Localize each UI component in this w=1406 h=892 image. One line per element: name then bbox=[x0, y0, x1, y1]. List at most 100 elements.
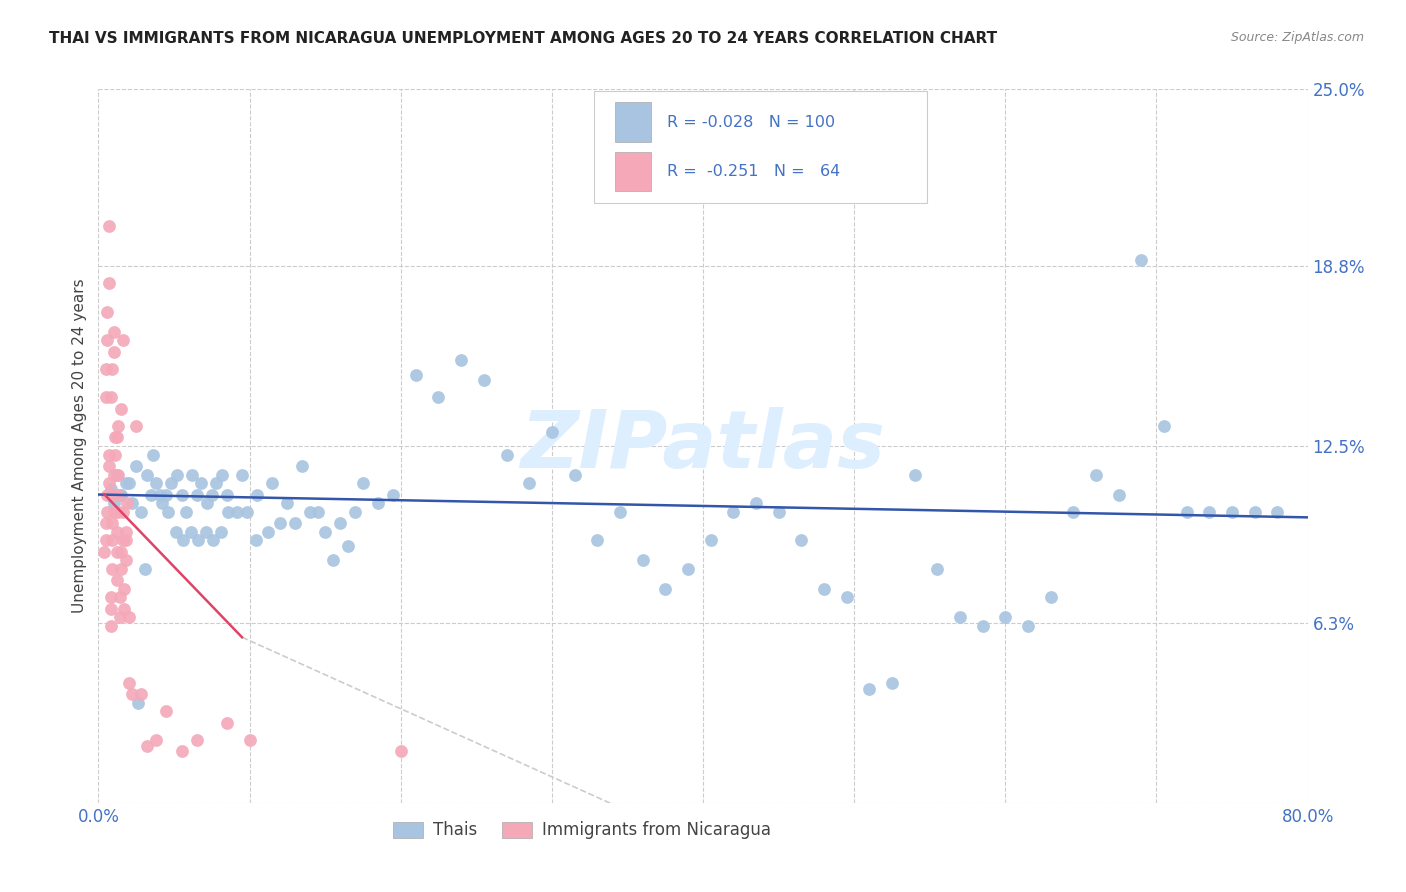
Point bbox=[94, 362, 117, 376]
Point bbox=[994, 610, 1017, 624]
Point bbox=[174, 505, 197, 519]
Point bbox=[142, 448, 165, 462]
Point bbox=[813, 582, 835, 596]
Point bbox=[134, 562, 156, 576]
Point bbox=[322, 553, 344, 567]
Point bbox=[108, 591, 131, 605]
Point bbox=[103, 344, 125, 359]
Point bbox=[904, 467, 927, 482]
Point bbox=[135, 739, 157, 753]
Point bbox=[98, 448, 121, 462]
Point bbox=[105, 573, 128, 587]
Text: Source: ZipAtlas.com: Source: ZipAtlas.com bbox=[1230, 31, 1364, 45]
Point bbox=[155, 705, 177, 719]
Point bbox=[1198, 505, 1220, 519]
Point bbox=[927, 562, 949, 576]
Point bbox=[495, 448, 517, 462]
Point bbox=[880, 676, 903, 690]
Point bbox=[186, 733, 208, 747]
Point bbox=[344, 505, 367, 519]
Point bbox=[118, 610, 141, 624]
Point bbox=[94, 391, 117, 405]
Point bbox=[98, 476, 121, 491]
Point bbox=[104, 430, 127, 444]
Point bbox=[110, 544, 132, 558]
Point bbox=[205, 476, 228, 491]
Point bbox=[367, 496, 389, 510]
Point bbox=[245, 533, 267, 548]
FancyBboxPatch shape bbox=[595, 91, 927, 203]
Point bbox=[768, 505, 790, 519]
Point bbox=[98, 458, 121, 473]
Point bbox=[217, 505, 239, 519]
Point bbox=[170, 487, 193, 501]
Point bbox=[93, 544, 115, 558]
Point bbox=[329, 516, 352, 530]
Point bbox=[135, 467, 157, 482]
Point bbox=[190, 476, 212, 491]
Point bbox=[517, 476, 540, 491]
Point bbox=[105, 544, 128, 558]
Point bbox=[1085, 467, 1108, 482]
Point bbox=[108, 487, 131, 501]
Point bbox=[101, 516, 124, 530]
Point bbox=[108, 610, 131, 624]
Point bbox=[226, 505, 249, 519]
Point bbox=[676, 562, 699, 576]
Point bbox=[105, 430, 128, 444]
Point bbox=[141, 487, 163, 501]
Point bbox=[100, 482, 122, 496]
Point bbox=[100, 391, 122, 405]
Point bbox=[149, 487, 172, 501]
Point bbox=[100, 591, 122, 605]
Point bbox=[114, 533, 136, 548]
Point bbox=[1130, 253, 1153, 268]
Point bbox=[127, 696, 149, 710]
Point bbox=[256, 524, 278, 539]
Point bbox=[101, 562, 124, 576]
Point bbox=[94, 516, 117, 530]
Point bbox=[96, 334, 118, 348]
Point bbox=[114, 524, 136, 539]
Point bbox=[181, 467, 204, 482]
Point bbox=[114, 553, 136, 567]
Point bbox=[160, 476, 183, 491]
Bar bbox=[614, 103, 651, 142]
Point bbox=[103, 487, 125, 501]
Point bbox=[125, 419, 148, 434]
Point bbox=[118, 676, 141, 690]
Point bbox=[564, 467, 586, 482]
Text: THAI VS IMMIGRANTS FROM NICARAGUA UNEMPLOYMENT AMONG AGES 20 TO 24 YEARS CORRELA: THAI VS IMMIGRANTS FROM NICARAGUA UNEMPL… bbox=[49, 31, 997, 46]
Point bbox=[170, 744, 193, 758]
Point bbox=[118, 476, 141, 491]
Point bbox=[835, 591, 858, 605]
Point bbox=[972, 619, 994, 633]
Point bbox=[472, 373, 495, 387]
Point bbox=[155, 487, 177, 501]
Point bbox=[1039, 591, 1062, 605]
Text: R = -0.028   N = 100: R = -0.028 N = 100 bbox=[666, 114, 835, 129]
Point bbox=[107, 505, 129, 519]
Point bbox=[307, 505, 329, 519]
Point bbox=[215, 715, 238, 730]
Point bbox=[150, 496, 173, 510]
Point bbox=[111, 505, 134, 519]
Point bbox=[110, 401, 132, 416]
Point bbox=[111, 533, 134, 548]
Point bbox=[211, 467, 233, 482]
Point bbox=[98, 277, 121, 291]
Point bbox=[262, 476, 284, 491]
Point bbox=[94, 533, 117, 548]
Point bbox=[1175, 505, 1198, 519]
Point bbox=[405, 368, 427, 382]
Text: R =  -0.251   N =   64: R = -0.251 N = 64 bbox=[666, 164, 839, 179]
Point bbox=[382, 487, 405, 501]
Point bbox=[450, 353, 472, 368]
Point bbox=[165, 524, 187, 539]
Point bbox=[114, 476, 136, 491]
Point bbox=[299, 505, 322, 519]
Point bbox=[858, 681, 880, 696]
Point bbox=[115, 496, 138, 510]
Legend: Thais, Immigrants from Nicaragua: Thais, Immigrants from Nicaragua bbox=[387, 814, 778, 846]
Point bbox=[540, 425, 562, 439]
